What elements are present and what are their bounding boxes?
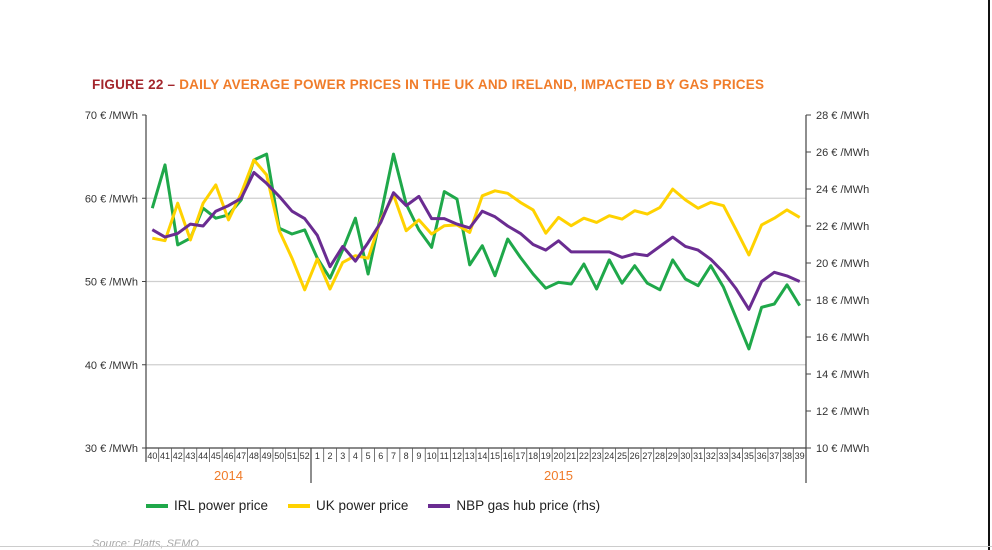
- chart-title: FIGURE 22 – DAILY AVERAGE POWER PRICES I…: [92, 77, 764, 92]
- x-tick-label: 26: [630, 451, 640, 461]
- year-label: 2014: [214, 468, 243, 483]
- year-label: 2015: [544, 468, 573, 483]
- legend-item-uk: UK power price: [288, 498, 408, 513]
- left-tick-label: 30 € /MWh: [85, 443, 138, 455]
- x-tick-label: 35: [744, 451, 754, 461]
- page-divider: [0, 546, 992, 547]
- page-edge: [988, 0, 990, 550]
- x-tick-label: 8: [404, 451, 409, 461]
- x-tick-label: 15: [490, 451, 500, 461]
- x-tick-label: 50: [274, 451, 284, 461]
- x-tick-label: 51: [287, 451, 297, 461]
- x-tick-label: 6: [378, 451, 383, 461]
- x-tick-label: 47: [236, 451, 246, 461]
- legend-swatch-uk: [288, 503, 311, 508]
- series-line-irl: [150, 152, 801, 351]
- right-tick-label: 10 € /MWh: [816, 443, 869, 455]
- x-tick-label: 3: [340, 451, 345, 461]
- x-tick-label: 49: [262, 451, 272, 461]
- x-tick-label: 43: [185, 451, 195, 461]
- right-tick-label: 20 € /MWh: [816, 258, 869, 270]
- figure-number: FIGURE 22 –: [92, 77, 180, 92]
- x-tick-label: 36: [757, 451, 767, 461]
- x-tick-label: 45: [211, 451, 221, 461]
- series-line-nbp: [151, 170, 801, 311]
- right-tick-label: 12 € /MWh: [816, 406, 869, 418]
- x-tick-label: 28: [655, 451, 665, 461]
- x-tick-label: 7: [391, 451, 396, 461]
- x-tick-label: 10: [427, 451, 437, 461]
- legend-item-nbp: NBP gas hub price (rhs): [428, 498, 600, 513]
- source-note: Source: Platts, SEMO: [92, 538, 199, 550]
- line-chart: 30 € /MWh 40 € /MWh 50 € /MWh 60 € /MWh 70 €…: [85, 110, 869, 483]
- legend-label: IRL power price: [174, 498, 269, 513]
- legend-label: UK power price: [316, 498, 409, 513]
- x-tick-label: 39: [795, 451, 805, 461]
- x-tick-label: 14: [477, 451, 487, 461]
- x-tick-label: 42: [173, 451, 183, 461]
- x-tick-label: 24: [604, 451, 614, 461]
- left-tick-label: 60 € /MWh: [85, 193, 138, 205]
- x-tick-label: 19: [541, 451, 551, 461]
- legend: IRL power price UK power price NBP gas h…: [146, 498, 600, 513]
- legend-swatch-irl: [146, 503, 168, 508]
- x-tick-label: 21: [566, 451, 576, 461]
- x-tick-label: 29: [668, 451, 678, 461]
- x-tick-label: 16: [503, 451, 513, 461]
- x-tick-label: 4: [353, 451, 358, 461]
- x-tick-label: 11: [440, 451, 449, 461]
- x-tick-label: 33: [718, 451, 728, 461]
- x-tick-label: 2: [328, 451, 333, 461]
- legend-swatch-nbp: [428, 503, 451, 508]
- left-tick-label: 70 € /MWh: [85, 110, 138, 122]
- x-tick-label: 44: [198, 451, 208, 461]
- x-tick-label: 31: [693, 451, 703, 461]
- x-tick-label: 22: [579, 451, 589, 461]
- right-tick-label: 26 € /MWh: [816, 147, 869, 159]
- x-tick-label: 17: [515, 451, 525, 461]
- x-tick-label: 23: [592, 451, 602, 461]
- x-tick-label: 52: [300, 451, 310, 461]
- x-tick-label: 30: [680, 451, 690, 461]
- x-tick-label: 27: [642, 451, 652, 461]
- x-tick-label: 48: [249, 451, 259, 461]
- x-tick-label: 32: [706, 451, 716, 461]
- right-tick-label: 18 € /MWh: [816, 295, 869, 307]
- figure-title: DAILY AVERAGE POWER PRICES IN THE UK AND…: [179, 77, 765, 92]
- right-tick-label: 14 € /MWh: [816, 369, 869, 381]
- x-tick-label: 37: [769, 451, 779, 461]
- x-tick-label: 34: [731, 451, 741, 461]
- right-tick-label: 28 € /MWh: [816, 110, 869, 122]
- x-tick-label: 38: [782, 451, 792, 461]
- x-tick-label: 18: [528, 451, 538, 461]
- right-tick-label: 22 € /MWh: [816, 221, 869, 233]
- x-tick-label: 13: [465, 451, 475, 461]
- legend-item-irl: IRL power price: [146, 498, 268, 513]
- x-tick-label: 12: [452, 451, 462, 461]
- legend-label: NBP gas hub price (rhs): [456, 498, 601, 513]
- x-tick-label: 25: [617, 451, 627, 461]
- x-tick-label: 9: [416, 451, 421, 461]
- left-tick-label: 40 € /MWh: [85, 360, 138, 372]
- x-tick-label: 40: [147, 451, 157, 461]
- right-tick-label: 24 € /MWh: [816, 184, 869, 196]
- series-line-uk: [152, 158, 801, 292]
- x-tick-label: 20: [553, 451, 563, 461]
- x-tick-label: 41: [160, 451, 170, 461]
- right-tick-label: 16 € /MWh: [816, 332, 869, 344]
- x-tick-label: 1: [315, 451, 320, 461]
- x-tick-label: 5: [366, 451, 371, 461]
- x-tick-label: 46: [223, 451, 233, 461]
- left-tick-label: 50 € /MWh: [85, 277, 138, 289]
